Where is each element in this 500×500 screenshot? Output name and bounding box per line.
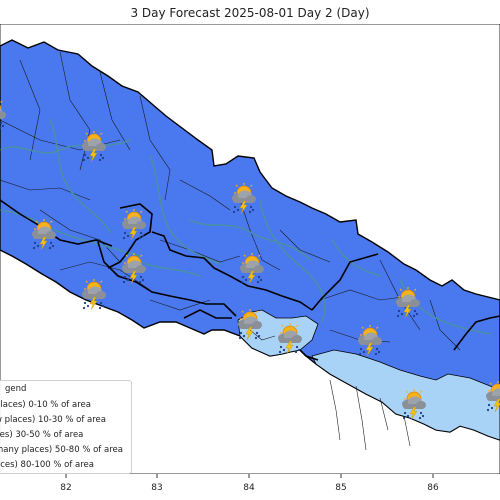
district-boundaries xyxy=(0,51,461,451)
legend-title: gend xyxy=(5,384,27,394)
legend-item: places) 0-10 % of area xyxy=(0,400,91,410)
x-tick-label: 86 xyxy=(427,483,439,493)
map-region-low-east xyxy=(311,349,500,441)
x-axis xyxy=(65,474,434,478)
legend-item: aces) 80-100 % of area xyxy=(0,460,94,470)
legend-item: w places) 10-30 % of area xyxy=(0,415,106,425)
x-tick-label: 82 xyxy=(60,483,71,493)
x-tick-label: 84 xyxy=(243,483,255,493)
legend: gend places) 0-10 % of area w places) 10… xyxy=(0,380,132,474)
province-boundaries xyxy=(0,199,500,361)
legend-item: ces) 30-50 % of area xyxy=(0,430,84,440)
x-tick-label: 85 xyxy=(335,483,346,493)
legend-item: many places) 50-80 % of area xyxy=(0,445,123,455)
map-title: 3 Day Forecast 2025-08-01 Day 2 (Day) xyxy=(130,6,370,20)
x-tick-label: 83 xyxy=(151,483,162,493)
